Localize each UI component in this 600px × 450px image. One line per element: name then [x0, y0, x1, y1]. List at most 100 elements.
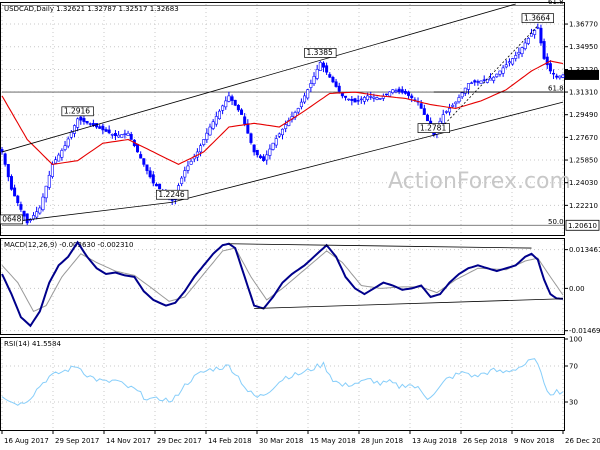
time-tick-label: 14 Nov 2017 — [106, 437, 151, 445]
candle-bear — [246, 123, 250, 134]
candle-bear — [154, 183, 158, 187]
candle-bear — [88, 123, 92, 125]
candle-bull — [299, 101, 303, 108]
candle-bear — [255, 149, 259, 156]
candle-bull — [372, 96, 376, 99]
candle-bear — [482, 79, 486, 81]
candle-bear — [6, 164, 10, 178]
fib-level-label: 50.0 — [548, 218, 564, 226]
swing-price-label: 0648 — [2, 215, 21, 224]
candle-bull — [470, 82, 474, 84]
price-tick-label: 1.34950 — [569, 43, 598, 51]
candle-bull — [126, 132, 130, 136]
candle-bull — [561, 74, 565, 78]
time-tick-label: 9 Nov 2018 — [514, 437, 554, 445]
fib-level-label: 61.8 — [548, 85, 564, 93]
candle-bear — [25, 213, 29, 224]
candle-bear — [410, 95, 414, 99]
candle-bear — [334, 81, 338, 87]
candle-bear — [243, 116, 247, 125]
candle-bull — [514, 55, 518, 59]
candle-bear — [328, 74, 332, 78]
rsi-tick-label: 70 — [569, 363, 578, 371]
candle-bull — [391, 89, 395, 94]
candle-bull — [110, 133, 114, 136]
time-tick-label: 30 Mar 2018 — [259, 437, 303, 445]
candle-bull — [189, 160, 193, 165]
candle-bull — [520, 47, 524, 54]
price-panel-header: USDCAD,Daily 1.32621 1.32787 1.32517 1.3… — [4, 5, 179, 13]
candle-bear — [425, 114, 429, 122]
price-tick-label: 1.22210 — [569, 202, 598, 210]
candle-bull — [463, 87, 467, 94]
macd-trend-line — [228, 243, 532, 249]
candle-bull — [312, 76, 316, 84]
candle-bear — [548, 63, 552, 72]
candle-bull — [454, 101, 458, 105]
fib-box — [565, 219, 600, 231]
candle-bull — [265, 154, 269, 161]
channel-layer — [1, 3, 564, 224]
candle-bear — [422, 108, 426, 115]
candle-bull — [536, 27, 540, 29]
candle-bull — [224, 100, 228, 108]
candle-bear — [148, 170, 152, 178]
candle-bull — [558, 75, 562, 79]
candle-bear — [397, 88, 401, 92]
candle-bull — [495, 73, 499, 77]
candle-bear — [400, 89, 404, 93]
time-tick-label: 29 Sep 2017 — [55, 437, 99, 445]
rsi-line — [1, 358, 564, 406]
candle-bull — [315, 69, 319, 79]
time-tick-label: 14 Feb 2018 — [208, 437, 252, 445]
candle-bull — [492, 76, 496, 81]
candle-bull — [50, 164, 54, 177]
candle-bull — [526, 38, 530, 44]
trend-channel-line — [433, 25, 539, 136]
rsi-tick-label: 100 — [569, 336, 582, 344]
candle-bear — [158, 183, 162, 190]
candle-bear — [113, 133, 117, 137]
candle-bull — [303, 95, 307, 103]
candle-bull — [444, 111, 448, 113]
candle-bull — [202, 139, 206, 145]
candle-bull — [57, 154, 61, 162]
candle-bull — [306, 89, 310, 99]
time-tick-label: 26 Dec 2018 — [565, 437, 600, 445]
candle-bull — [38, 207, 42, 214]
candle-bear — [98, 126, 102, 129]
candle-bull — [227, 95, 231, 102]
price-tick-label: 1.27670 — [569, 134, 598, 142]
candle-bear — [16, 195, 20, 204]
price-tick-label: 1.24030 — [569, 179, 598, 187]
time-tick-label: 28 Jun 2018 — [361, 437, 403, 445]
price-tick-label: 1.31310 — [569, 89, 598, 97]
candle-bull — [205, 132, 209, 140]
candle-bear — [542, 41, 546, 59]
candle-bull — [378, 98, 382, 100]
rsi-panel-title: RSI(14) 41.5584 — [4, 340, 61, 348]
candle-bear — [104, 129, 108, 132]
candle-bull — [498, 70, 502, 75]
candle-bull — [211, 121, 215, 129]
candle-bear — [22, 210, 26, 217]
candle-bear — [476, 81, 480, 83]
candle-bear — [321, 62, 325, 68]
macd-line — [1, 240, 564, 328]
candle-bear — [337, 85, 341, 92]
candle-bull — [296, 108, 300, 113]
candle-bear — [252, 144, 256, 153]
candle-bull — [309, 83, 313, 88]
trend-channel-line — [172, 101, 564, 203]
candle-bull — [35, 211, 39, 218]
candle-bear — [331, 77, 335, 83]
candle-bear — [85, 120, 89, 124]
swing-price-label: 1.3664 — [524, 13, 550, 22]
candle-bull — [457, 97, 461, 103]
trend-channel-line — [1, 201, 173, 224]
rsi-panel-frame — [0, 337, 565, 431]
candle-bear — [79, 116, 83, 121]
candle-bear — [82, 118, 86, 122]
candle-bear — [145, 164, 149, 171]
price-tick-label: 1.25850 — [569, 157, 598, 165]
